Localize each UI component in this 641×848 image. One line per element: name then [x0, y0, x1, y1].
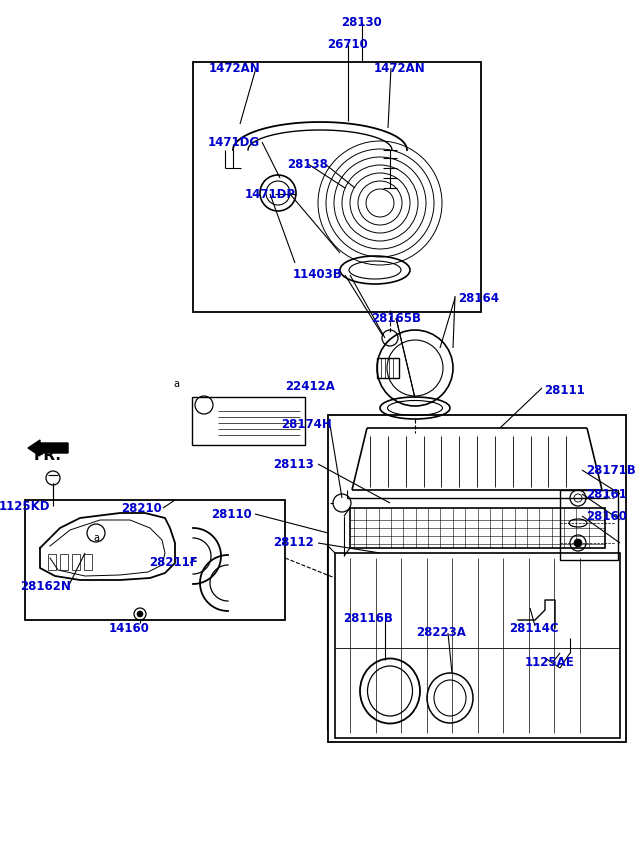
Bar — [328, 415, 626, 742]
Text: 22412A: 22412A — [285, 380, 335, 393]
Text: 28113: 28113 — [274, 458, 314, 471]
Text: 28138: 28138 — [288, 158, 328, 170]
Text: 26710: 26710 — [328, 38, 369, 52]
Text: 11403B: 11403B — [293, 269, 343, 282]
Text: 28171B: 28171B — [586, 464, 636, 477]
Bar — [377, 358, 399, 378]
Bar — [560, 490, 618, 560]
Text: 1125AE: 1125AE — [525, 656, 575, 670]
Text: 14160: 14160 — [108, 622, 149, 634]
Text: FR.: FR. — [34, 449, 62, 464]
Text: 28111: 28111 — [544, 383, 585, 397]
Bar — [192, 397, 305, 445]
Text: 28161: 28161 — [586, 488, 627, 500]
Text: 28114C: 28114C — [509, 622, 559, 634]
Circle shape — [137, 611, 143, 617]
Text: 28116B: 28116B — [343, 611, 393, 624]
Text: 28174H: 28174H — [281, 419, 331, 432]
Text: 28165B: 28165B — [371, 311, 421, 325]
Text: 1472AN: 1472AN — [374, 62, 426, 75]
Text: 28211F: 28211F — [149, 556, 197, 570]
Text: a: a — [173, 379, 179, 389]
Text: 28112: 28112 — [274, 537, 314, 550]
Bar — [72, 554, 80, 570]
Bar — [60, 554, 68, 570]
Bar — [335, 553, 620, 738]
Text: 28223A: 28223A — [416, 627, 466, 639]
Text: 1471DG: 1471DG — [208, 136, 260, 148]
Text: 28162N: 28162N — [21, 581, 71, 594]
Bar — [25, 500, 285, 620]
Bar — [48, 554, 56, 570]
FancyArrow shape — [28, 440, 68, 456]
Bar — [84, 554, 92, 570]
Bar — [193, 62, 481, 312]
Text: a: a — [93, 533, 99, 543]
Text: 28160: 28160 — [586, 510, 627, 522]
Text: 28130: 28130 — [342, 15, 383, 29]
Text: 1471DP: 1471DP — [244, 187, 296, 200]
Bar — [350, 508, 605, 548]
Text: 1472AN: 1472AN — [209, 62, 261, 75]
Text: 28210: 28210 — [121, 501, 162, 515]
Text: 28110: 28110 — [212, 507, 253, 521]
Circle shape — [574, 539, 582, 547]
Text: 28164: 28164 — [458, 292, 499, 304]
Text: 1125KD: 1125KD — [0, 499, 50, 512]
